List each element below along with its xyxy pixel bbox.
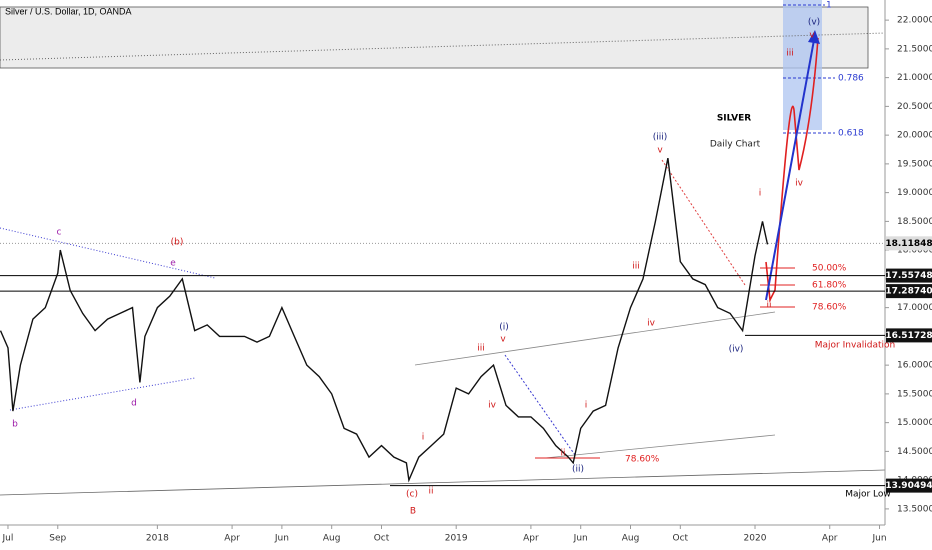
annotation: (iii) xyxy=(653,133,668,143)
annotation: (v) xyxy=(808,18,820,28)
annotation: i xyxy=(585,401,588,411)
y-tick-label: 15.00000 xyxy=(897,418,932,428)
annotation: 61.80% xyxy=(812,281,847,291)
x-tick-label: 2018 xyxy=(146,534,169,544)
annotation: 78.60% xyxy=(812,303,847,313)
price-label-bg xyxy=(886,478,932,493)
annotation: 0.786 xyxy=(838,74,864,84)
x-tick-label: Jul xyxy=(2,534,14,544)
projection-arrow xyxy=(765,39,815,301)
annotation: i xyxy=(759,189,762,199)
price-label-bg xyxy=(886,236,932,251)
trend-line xyxy=(544,434,776,459)
annotation: (b) xyxy=(171,238,184,248)
price-label-bg xyxy=(886,284,932,299)
annotation: Major Low xyxy=(845,490,891,500)
trend-line xyxy=(661,159,746,286)
y-tick-label: 18.50000 xyxy=(897,217,932,227)
x-tick-label: Oct xyxy=(374,534,390,544)
annotation: e xyxy=(170,259,176,269)
trend-line xyxy=(9,377,196,411)
x-tick-label: 2020 xyxy=(744,534,767,544)
x-tick-label: Aug xyxy=(622,534,640,544)
y-tick-label: 21.50000 xyxy=(897,44,932,54)
price-label: 17.55748 xyxy=(885,271,932,281)
x-tick-label: Jun xyxy=(274,534,289,544)
annotation: Daily Chart xyxy=(710,140,761,150)
annotation: b xyxy=(12,420,18,430)
annotation: 1 xyxy=(826,1,832,11)
annotation: iv xyxy=(795,179,804,189)
y-tick-label: 16.00000 xyxy=(897,361,932,371)
annotation: 0.618 xyxy=(838,129,864,139)
annotation: 78.60% xyxy=(625,455,660,465)
annotation: iv xyxy=(647,319,656,329)
x-tick-label: 2019 xyxy=(445,534,468,544)
y-tick-label: 20.00000 xyxy=(897,131,932,141)
annotation: ii xyxy=(560,449,565,459)
annotation: (i) xyxy=(499,323,509,333)
annotation: (ii) xyxy=(572,465,584,475)
price-label: 18.11848 xyxy=(885,239,932,249)
trend-line xyxy=(0,227,216,279)
y-tick-label: 17.00000 xyxy=(897,303,932,313)
y-tick-label: 21.00000 xyxy=(897,73,932,83)
y-tick-label: 15.50000 xyxy=(897,389,932,399)
chart-title: Silver / U.S. Dollar, 1D, OANDA xyxy=(5,6,132,16)
price-label-bg xyxy=(886,268,932,283)
annotation: v xyxy=(657,146,663,156)
annotation: B xyxy=(410,507,416,517)
price-label: 13.90494 xyxy=(885,481,932,491)
x-tick-label: Aug xyxy=(323,534,341,544)
annotation: c xyxy=(57,228,62,238)
x-tick-label: Sep xyxy=(49,534,66,544)
y-tick-label: 18.00000 xyxy=(897,246,932,256)
annotation: 50.00% xyxy=(812,264,847,274)
x-tick-label: Oct xyxy=(673,534,689,544)
annotation: (c) xyxy=(406,490,418,500)
annotation: SILVER xyxy=(717,114,751,124)
trend-line xyxy=(504,354,576,456)
x-tick-label: Apr xyxy=(822,534,838,544)
arrow-head xyxy=(808,30,820,44)
annotation: v xyxy=(809,31,815,41)
x-tick-label: Apr xyxy=(523,534,539,544)
trend-line xyxy=(0,32,886,61)
annotation: ii xyxy=(766,301,771,311)
annotation: iii xyxy=(632,262,640,272)
y-tick-label: 20.50000 xyxy=(897,102,932,112)
y-tick-label: 19.50000 xyxy=(897,159,932,169)
annotation: iii xyxy=(477,344,485,354)
price-label: 16.51728 xyxy=(885,331,932,341)
trend-line xyxy=(414,311,776,366)
y-tick-label: 22.00000 xyxy=(897,16,932,26)
y-tick-label: 13.50000 xyxy=(897,504,932,514)
trend-line xyxy=(0,469,886,496)
annotation: iii xyxy=(786,49,794,59)
x-tick-label: Apr xyxy=(224,534,240,544)
price-label-bg xyxy=(886,328,932,343)
annotation: ii xyxy=(428,487,433,497)
y-tick-label: 19.00000 xyxy=(897,188,932,198)
y-tick-label: 14.50000 xyxy=(897,447,932,457)
annotation: d xyxy=(131,399,137,409)
annotation: Major Invalidation xyxy=(815,341,896,351)
price-label: 17.28740 xyxy=(885,287,932,297)
annotation: (iv) xyxy=(729,345,744,355)
x-tick-label: Jun xyxy=(573,534,588,544)
annotation: v xyxy=(500,335,506,345)
annotation: iv xyxy=(488,401,497,411)
annotation: i xyxy=(422,433,425,443)
x-tick-label: Jun xyxy=(871,534,886,544)
price-line xyxy=(0,157,769,483)
